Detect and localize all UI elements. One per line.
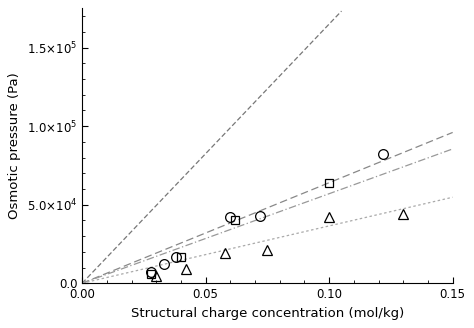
X-axis label: Structural charge concentration (mol/kg): Structural charge concentration (mol/kg)	[131, 307, 404, 320]
Y-axis label: Osmotic pressure (Pa): Osmotic pressure (Pa)	[9, 72, 21, 219]
